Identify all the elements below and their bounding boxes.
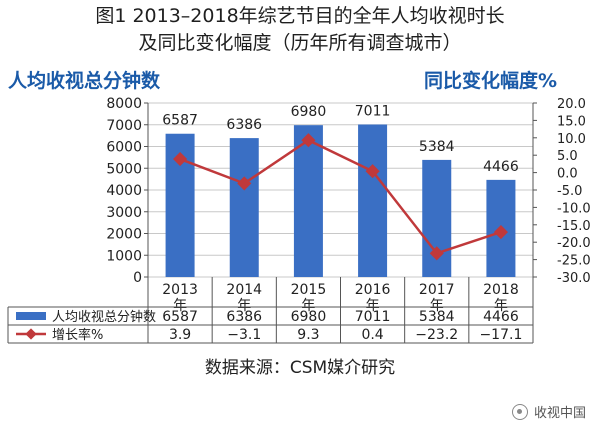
y-tick-label-left: 6000 (106, 140, 142, 156)
table-cell-minutes: 4466 (483, 309, 519, 325)
growth-point (429, 246, 444, 261)
x-tick-label: 2018 年 (483, 282, 519, 314)
bar (293, 125, 323, 277)
chart-subtitle: 及同比变化幅度（历年所有调查城市） (138, 32, 462, 54)
y-tick-label-left: 3000 (106, 205, 142, 221)
y-axis-right-title: 同比变化幅度% (424, 70, 558, 92)
legend-swatch-marker (25, 328, 37, 340)
x-tick-label: 2015 年 (291, 282, 327, 314)
bar-value-label: 7011 (355, 104, 391, 120)
legend-swatch-bar (16, 312, 46, 320)
y-tick-label-left: 8000 (106, 96, 142, 112)
bar-value-label: 6587 (162, 113, 198, 129)
x-tick-label: 2016 年 (355, 282, 391, 314)
y-tick-label-left: 4000 (106, 183, 142, 199)
growth-point (237, 176, 252, 191)
bar-value-label: 6980 (291, 104, 327, 120)
watermark-label: 收视中国 (533, 406, 586, 421)
y-tick-label-right: 5.0 (557, 149, 578, 164)
table-cell-minutes: 7011 (355, 309, 391, 325)
growth-point (493, 225, 508, 240)
y-tick-label-right: 0.0 (557, 167, 578, 182)
table-cell-minutes: 5384 (419, 309, 455, 325)
table-cell-minutes: 6386 (226, 309, 262, 325)
bar-value-label: 5384 (419, 139, 455, 155)
table-cell-growth: 3.9 (169, 327, 191, 343)
x-tick-label: 2014 年 (226, 282, 262, 314)
table-cell-growth: −17.1 (479, 327, 522, 343)
x-tick-label: 2017 年 (419, 282, 455, 314)
growth-point (301, 133, 316, 148)
table-cell-growth: −23.2 (415, 327, 458, 343)
source-note: 数据来源：CSM媒介研究 (204, 358, 396, 378)
y-tick-label-left: 2000 (106, 227, 142, 243)
growth-point (365, 164, 380, 179)
bar (229, 138, 259, 277)
y-tick-label-right: -15.0 (557, 219, 591, 234)
y-tick-label-right: 15.0 (557, 114, 586, 129)
y-tick-label-left: 5000 (106, 161, 142, 177)
y-tick-label-right: 10.0 (557, 132, 586, 147)
x-tick-label: 2013 年 (162, 282, 198, 314)
y-tick-label-right: -20.0 (557, 236, 591, 251)
bar (358, 124, 388, 278)
y-tick-label-right: -10.0 (557, 201, 591, 216)
watermark: 收视中国 (511, 402, 586, 421)
y-tick-label-right: 20.0 (557, 97, 586, 112)
growth-line (179, 138, 502, 255)
table-cell-growth: 0.4 (361, 327, 383, 343)
legend-label-line: 增长率% (52, 327, 103, 343)
table-cell-minutes: 6980 (291, 309, 327, 325)
chart-title: 图1 2013–2018年综艺节目的全年人均收视时长 (95, 5, 505, 27)
y-tick-label-right: -5.0 (557, 184, 582, 199)
y-tick-label-right: -25.0 (557, 254, 591, 269)
table-cell-growth: −3.1 (227, 327, 261, 343)
table-cell-minutes: 6587 (162, 309, 198, 325)
bar-value-label: 4466 (483, 159, 519, 175)
growth-point (173, 151, 188, 167)
y-tick-label-left: 7000 (106, 118, 142, 134)
y-axis-left-title: 人均收视总分钟数 (8, 70, 161, 92)
y-tick-label-right: -30.0 (557, 271, 591, 286)
legend-label-bar: 人均收视总分钟数 (52, 309, 156, 325)
table-cell-growth: 9.3 (297, 327, 319, 343)
watermark-icon (511, 403, 528, 420)
y-tick-label-left: 1000 (106, 248, 142, 264)
y-tick-label-left: 0 (133, 270, 142, 286)
bar-value-label: 6386 (226, 117, 262, 133)
